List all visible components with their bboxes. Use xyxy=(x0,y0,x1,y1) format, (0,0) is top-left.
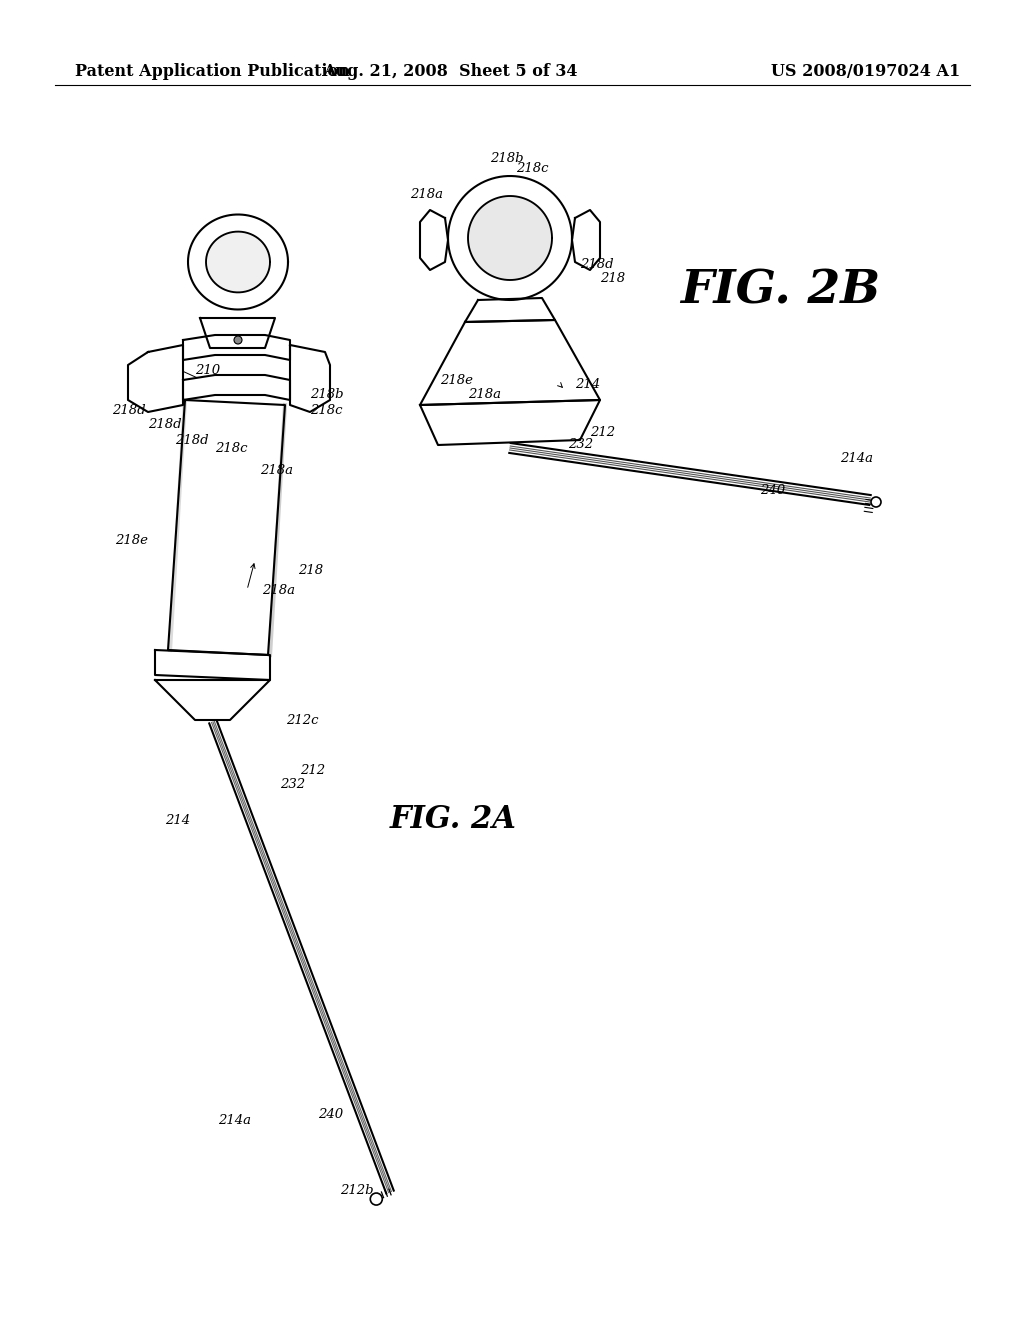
Text: 232: 232 xyxy=(568,438,593,451)
Text: 218a: 218a xyxy=(262,583,295,597)
Text: 218: 218 xyxy=(600,272,625,285)
Text: 232: 232 xyxy=(280,779,305,792)
Polygon shape xyxy=(183,335,290,360)
Polygon shape xyxy=(183,375,290,400)
Text: 214a: 214a xyxy=(218,1114,251,1126)
Polygon shape xyxy=(290,345,330,412)
Text: 218a: 218a xyxy=(260,463,293,477)
Text: 218c: 218c xyxy=(215,441,248,454)
Text: 218e: 218e xyxy=(440,374,473,387)
Text: FIG. 2A: FIG. 2A xyxy=(390,804,517,836)
Circle shape xyxy=(371,1193,382,1205)
Text: 210: 210 xyxy=(195,363,220,376)
Text: 218a: 218a xyxy=(468,388,501,401)
Polygon shape xyxy=(572,210,600,271)
Text: Patent Application Publication: Patent Application Publication xyxy=(75,63,350,81)
Text: 240: 240 xyxy=(318,1109,343,1122)
Text: 212: 212 xyxy=(590,425,615,438)
Text: 218d: 218d xyxy=(148,418,181,432)
Text: 218b: 218b xyxy=(490,152,523,165)
Circle shape xyxy=(871,498,881,507)
Polygon shape xyxy=(465,298,555,322)
Text: 214a: 214a xyxy=(840,451,873,465)
Text: 218: 218 xyxy=(298,564,324,577)
Polygon shape xyxy=(420,210,449,271)
Polygon shape xyxy=(188,215,288,309)
Text: 240: 240 xyxy=(760,483,785,496)
Text: US 2008/0197024 A1: US 2008/0197024 A1 xyxy=(771,63,961,81)
Polygon shape xyxy=(206,231,270,293)
Polygon shape xyxy=(449,176,572,300)
Text: 218d: 218d xyxy=(580,259,613,272)
Text: 218a: 218a xyxy=(410,189,443,202)
Text: 212c: 212c xyxy=(286,714,318,726)
Polygon shape xyxy=(200,318,275,348)
Text: 218c: 218c xyxy=(310,404,342,417)
Polygon shape xyxy=(420,400,600,445)
Polygon shape xyxy=(128,345,183,412)
Text: FIG. 2B: FIG. 2B xyxy=(680,267,880,313)
Text: 212: 212 xyxy=(300,763,326,776)
Circle shape xyxy=(234,337,242,345)
Polygon shape xyxy=(420,319,600,405)
Text: 218b: 218b xyxy=(310,388,344,401)
Text: 212b: 212b xyxy=(340,1184,374,1196)
Text: 218d: 218d xyxy=(175,433,209,446)
Text: 218d: 218d xyxy=(112,404,145,417)
Polygon shape xyxy=(168,400,285,655)
Polygon shape xyxy=(155,649,270,680)
Polygon shape xyxy=(468,195,552,280)
Text: 214: 214 xyxy=(165,813,190,826)
Polygon shape xyxy=(155,680,270,719)
Text: 218e: 218e xyxy=(115,533,148,546)
Text: Aug. 21, 2008  Sheet 5 of 34: Aug. 21, 2008 Sheet 5 of 34 xyxy=(323,63,578,81)
Text: 218c: 218c xyxy=(516,161,549,174)
Text: 214: 214 xyxy=(575,379,600,392)
